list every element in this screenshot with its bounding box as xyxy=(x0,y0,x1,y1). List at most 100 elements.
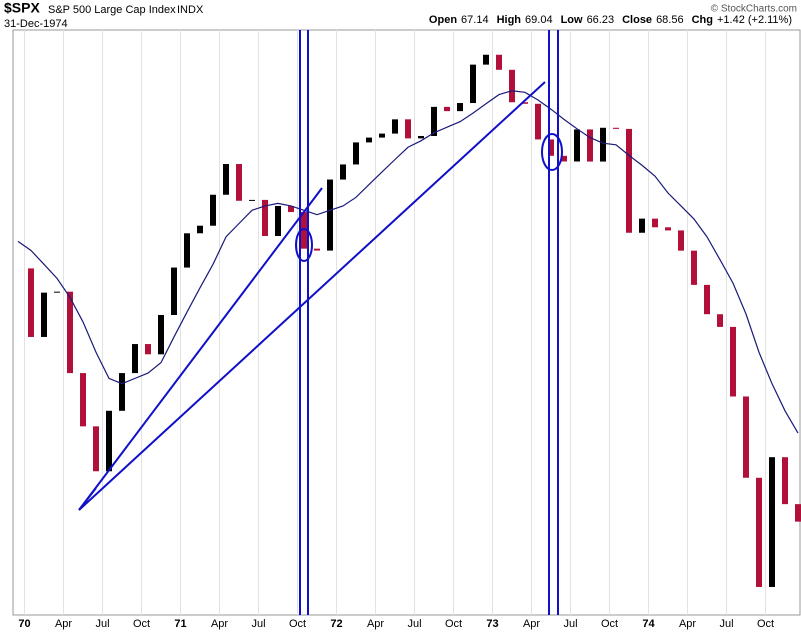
quote-label: High xyxy=(497,14,522,26)
candle xyxy=(535,103,541,140)
x-tick-label: 73 xyxy=(486,618,498,630)
candle xyxy=(145,344,151,355)
quote-label: Close xyxy=(622,14,652,26)
x-tick-label: Jul xyxy=(95,618,109,630)
marks xyxy=(17,54,801,587)
candle xyxy=(457,103,463,112)
candle xyxy=(119,373,125,411)
candle xyxy=(431,106,437,136)
quote-value: +1.42 (+2.11%) xyxy=(717,14,792,26)
trendline xyxy=(78,487,97,511)
candle xyxy=(418,135,424,139)
candle xyxy=(197,225,203,234)
quote-value: 67.14 xyxy=(461,14,489,26)
x-tick-label: 74 xyxy=(642,618,655,630)
candle xyxy=(80,373,86,427)
candle xyxy=(483,54,489,65)
x-tick-label: Oct xyxy=(133,618,150,630)
x-tick-label: Jul xyxy=(251,618,265,630)
candle xyxy=(158,315,164,355)
candle xyxy=(210,194,216,226)
candle xyxy=(756,477,762,587)
quote-label: Open xyxy=(429,14,457,26)
candle xyxy=(769,457,775,587)
candle xyxy=(392,119,398,134)
x-tick-label: 72 xyxy=(330,618,342,630)
x-tick-label: Jul xyxy=(719,618,733,630)
candle xyxy=(366,137,372,143)
exchange: INDX xyxy=(177,4,204,16)
candle xyxy=(288,205,294,213)
candle xyxy=(301,212,307,249)
x-tick-label: 71 xyxy=(174,618,186,630)
candle xyxy=(496,54,502,70)
highlight-ellipse xyxy=(541,133,563,171)
trendline xyxy=(78,81,546,511)
candle xyxy=(717,314,723,327)
candle xyxy=(262,199,268,236)
candle xyxy=(444,106,450,112)
plot-frame xyxy=(12,29,801,616)
highlight-ellipse xyxy=(295,228,313,262)
candle xyxy=(704,284,710,315)
quote-value: 68.56 xyxy=(656,14,684,26)
date: 31-Dec-1974 xyxy=(4,18,68,30)
candle xyxy=(249,199,255,201)
candle xyxy=(67,291,73,374)
grid: 70 Apr Jul Oct 71 Apr Jul Oct 72 Apr Jul Oct 73 Apr Ju… xyxy=(18,30,774,630)
annotations xyxy=(78,30,563,615)
candle xyxy=(613,127,619,129)
candle xyxy=(28,268,34,337)
candle xyxy=(600,127,606,162)
candle xyxy=(184,233,190,268)
quote: +1.42 (+2.11%) Chg 68.56 Close 66.23 Low 69.04… xyxy=(429,14,792,26)
x-tick-label: Apr xyxy=(679,618,696,630)
index-name: S&P 500 Large Cap Index xyxy=(48,4,176,16)
candle xyxy=(93,426,99,472)
x-tick-label: 70 xyxy=(18,618,30,630)
quote-value: 69.04 xyxy=(525,14,553,26)
candle xyxy=(691,250,697,285)
candle xyxy=(522,102,528,104)
x-tick-label: Oct xyxy=(757,618,774,630)
x-tick-label: Apr xyxy=(523,618,540,630)
x-tick-label: Jul xyxy=(407,618,421,630)
candle xyxy=(132,344,138,374)
candle xyxy=(509,69,515,103)
candle xyxy=(587,129,593,162)
x-tick-label: Jul xyxy=(563,618,577,630)
candle xyxy=(314,248,320,251)
candle xyxy=(470,64,476,104)
candle xyxy=(548,139,554,156)
candle xyxy=(665,227,671,231)
quote-label: Low xyxy=(561,14,583,26)
candle xyxy=(782,457,788,505)
candle xyxy=(106,410,112,472)
candle xyxy=(275,205,281,236)
moving-average xyxy=(17,90,799,434)
candle xyxy=(561,155,567,162)
x-tick-label: Oct xyxy=(601,618,618,630)
candle xyxy=(41,292,47,337)
candle xyxy=(678,230,684,251)
candle xyxy=(795,504,801,522)
candle xyxy=(379,133,385,138)
candle xyxy=(236,164,242,201)
quote-label: Chg xyxy=(692,14,713,26)
candle xyxy=(405,119,411,139)
symbol: $SPX xyxy=(4,0,40,16)
candle xyxy=(730,326,736,397)
candle xyxy=(626,128,632,233)
trendline xyxy=(78,187,323,511)
candle xyxy=(54,291,60,293)
candle xyxy=(743,396,749,478)
x-tick-label: Apr xyxy=(211,618,228,630)
candle xyxy=(223,164,229,195)
candle xyxy=(652,218,658,228)
x-tick-label: Oct xyxy=(289,618,306,630)
x-tick-label: Apr xyxy=(55,618,72,630)
copyright: © StockCharts.com xyxy=(711,4,797,15)
candle xyxy=(171,267,177,316)
x-tick-label: Apr xyxy=(367,618,384,630)
x-tick-label: Oct xyxy=(445,618,462,630)
